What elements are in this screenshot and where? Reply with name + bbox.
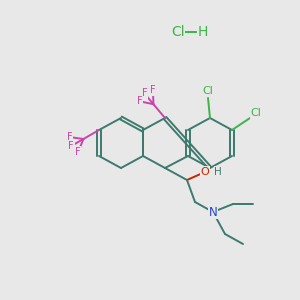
Text: F: F [67, 132, 72, 142]
Text: Cl: Cl [250, 108, 261, 118]
Text: F: F [150, 85, 156, 95]
Text: F: F [68, 141, 74, 151]
Text: N: N [208, 206, 217, 218]
Text: H: H [198, 25, 208, 39]
Text: H: H [214, 167, 222, 177]
Text: Cl: Cl [171, 25, 185, 39]
Text: F: F [75, 147, 81, 157]
Text: F: F [142, 88, 147, 98]
Text: O: O [201, 167, 209, 177]
Text: Cl: Cl [202, 86, 213, 96]
Text: F: F [137, 96, 142, 106]
